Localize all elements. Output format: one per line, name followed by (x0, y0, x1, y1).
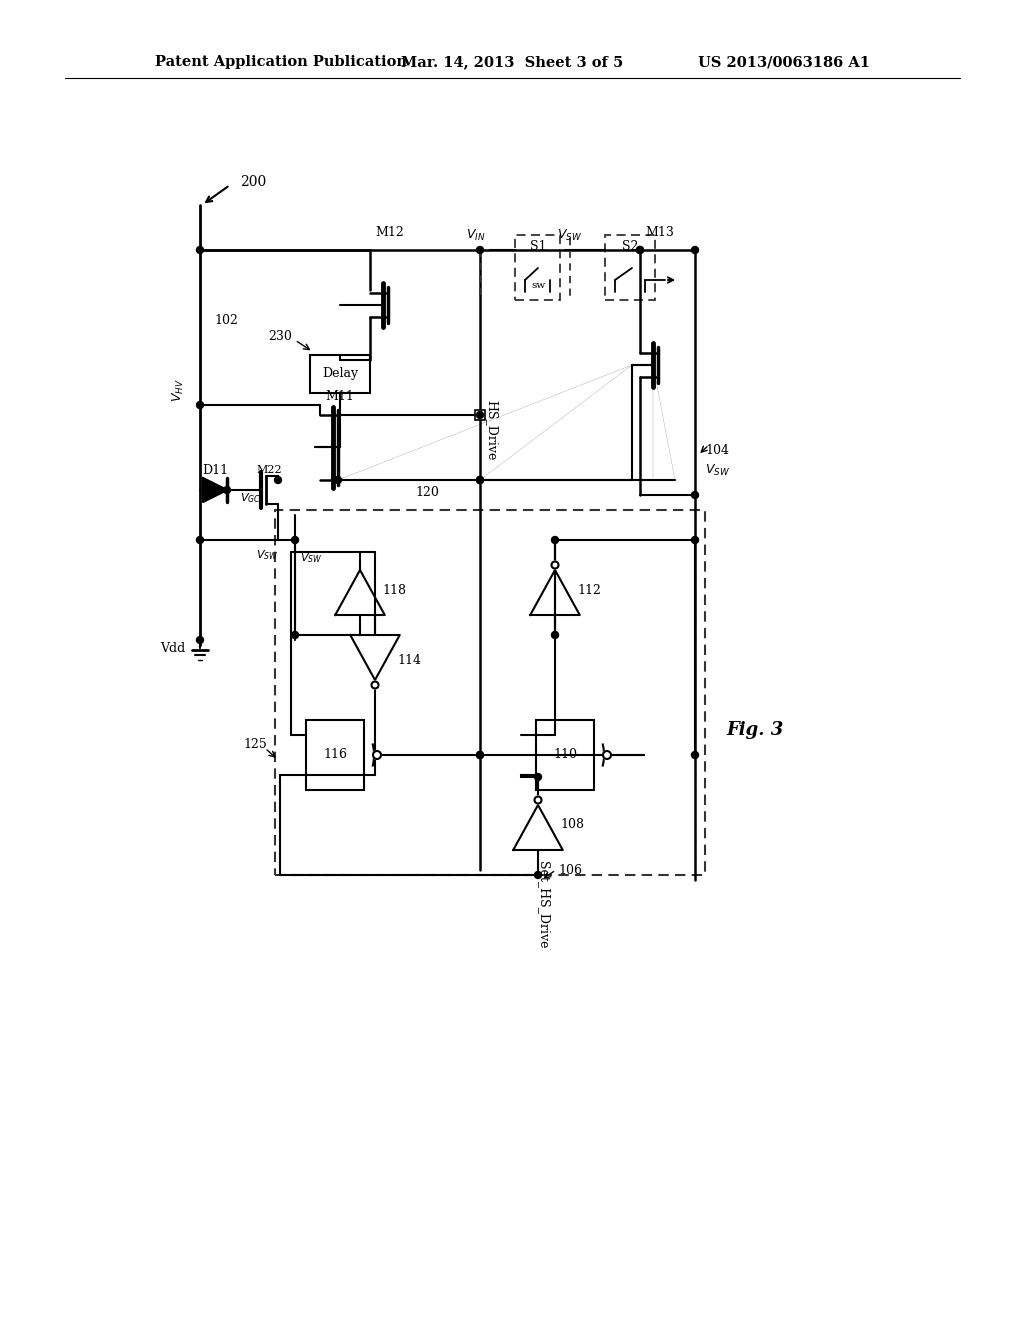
Text: 104: 104 (705, 444, 729, 457)
Text: 110: 110 (553, 748, 577, 762)
Bar (310, 355, 370, 393)
Text: 120: 120 (415, 487, 439, 499)
Text: Delay: Delay (322, 367, 358, 380)
Text: 114: 114 (397, 653, 421, 667)
Text: 230: 230 (268, 330, 292, 343)
Text: 102: 102 (214, 314, 238, 326)
Bar (536, 719, 594, 789)
Text: $V_{SW}$: $V_{SW}$ (557, 227, 583, 243)
Circle shape (476, 751, 483, 759)
Text: 116: 116 (323, 748, 347, 762)
Text: S1: S1 (529, 239, 546, 252)
Bar (275, 510, 705, 875)
Circle shape (223, 487, 230, 494)
Text: $V_{SW}$: $V_{SW}$ (300, 552, 323, 565)
Text: S2: S2 (622, 239, 638, 252)
Circle shape (197, 401, 204, 408)
Text: M12: M12 (375, 226, 403, 239)
Circle shape (535, 774, 542, 780)
Text: D11: D11 (202, 463, 228, 477)
Circle shape (197, 636, 204, 644)
Circle shape (691, 751, 698, 759)
Circle shape (372, 681, 379, 689)
Text: $V_{IN}$: $V_{IN}$ (466, 227, 485, 243)
Circle shape (691, 247, 698, 253)
Bar (605, 235, 655, 300)
Circle shape (373, 751, 381, 759)
Text: M11: M11 (325, 391, 354, 404)
Text: $V_{GC}$: $V_{GC}$ (240, 491, 261, 504)
Circle shape (476, 477, 483, 483)
Text: HS_Drive: HS_Drive (485, 400, 499, 461)
Text: sw: sw (530, 281, 545, 290)
Text: 200: 200 (240, 176, 266, 189)
Circle shape (637, 247, 643, 253)
Circle shape (552, 561, 558, 569)
Bar (515, 235, 560, 300)
Text: 125: 125 (244, 738, 267, 751)
Circle shape (292, 536, 299, 544)
Text: M22: M22 (256, 465, 282, 475)
Circle shape (535, 871, 542, 879)
Circle shape (476, 477, 483, 483)
Text: $V_{SW}$: $V_{SW}$ (256, 548, 279, 562)
Circle shape (691, 491, 698, 499)
Circle shape (535, 796, 542, 804)
Text: 118: 118 (382, 583, 406, 597)
Circle shape (476, 412, 483, 418)
Text: $V_{SW}$: $V_{SW}$ (705, 462, 730, 478)
Text: 108: 108 (560, 818, 584, 832)
Text: $V_{HV}$: $V_{HV}$ (170, 379, 185, 401)
Circle shape (476, 247, 483, 253)
Text: Vdd: Vdd (160, 642, 185, 655)
Circle shape (197, 536, 204, 544)
Circle shape (552, 536, 558, 544)
Text: Mar. 14, 2013  Sheet 3 of 5: Mar. 14, 2013 Sheet 3 of 5 (400, 55, 624, 69)
Circle shape (292, 631, 299, 639)
Polygon shape (203, 478, 227, 502)
Circle shape (335, 477, 341, 483)
Circle shape (691, 536, 698, 544)
Text: Set_HS_Drive: Set_HS_Drive (537, 861, 550, 949)
Text: 106: 106 (558, 863, 582, 876)
Circle shape (274, 477, 282, 483)
Text: Fig. 3: Fig. 3 (726, 721, 783, 739)
Circle shape (476, 751, 483, 759)
Text: 112: 112 (577, 583, 601, 597)
Circle shape (637, 247, 643, 253)
Circle shape (197, 247, 204, 253)
Text: M13: M13 (645, 226, 674, 239)
Circle shape (603, 751, 611, 759)
Circle shape (552, 631, 558, 639)
Bar (475, 411, 485, 420)
Bar (306, 719, 364, 789)
Text: Patent Application Publication: Patent Application Publication (155, 55, 407, 69)
Text: US 2013/0063186 A1: US 2013/0063186 A1 (698, 55, 870, 69)
